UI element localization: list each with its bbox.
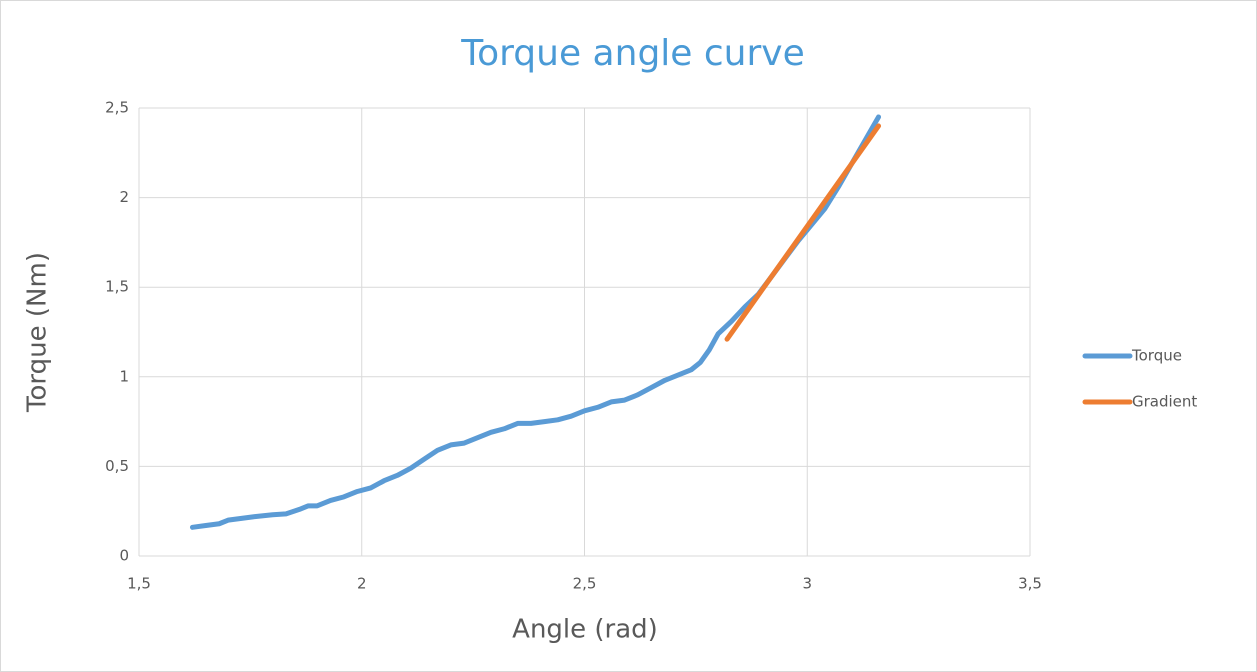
y-tick-label: 0,5: [105, 457, 129, 475]
series-line: [724, 123, 882, 342]
x-tick-label: 2,5: [573, 575, 597, 593]
x-axis-label: Angle (rad): [512, 615, 658, 645]
y-tick-label: 0: [119, 547, 129, 565]
legend-label: Torque: [1131, 347, 1182, 365]
chart-title: Torque angle curve: [460, 33, 805, 74]
y-tick-label: 1,5: [105, 278, 129, 296]
y-tick-label: 2: [119, 188, 129, 206]
legend-label: Gradient: [1132, 393, 1197, 411]
x-tick-label: 3: [802, 575, 812, 593]
y-axis-label: Torque (Nm): [23, 252, 53, 413]
x-tick-label: 1,5: [127, 575, 151, 593]
x-tick-label: 2: [357, 575, 367, 593]
y-tick-label: 1: [119, 367, 129, 385]
x-tick-label: 3,5: [1018, 575, 1042, 593]
y-tick-label: 2,5: [105, 99, 129, 117]
